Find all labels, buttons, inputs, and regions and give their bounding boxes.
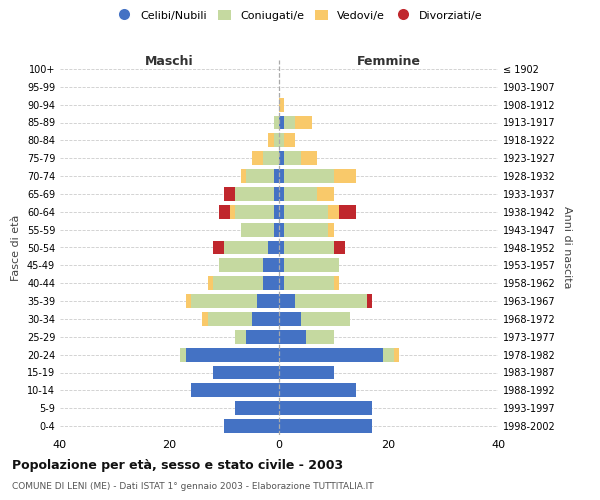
Bar (284, 134, 295, 147)
Bar (284, 258, 339, 272)
Bar (268, 134, 274, 147)
Bar (279, 240, 284, 254)
Bar (251, 312, 279, 326)
Bar (295, 294, 367, 308)
Bar (279, 330, 307, 344)
Bar (334, 276, 339, 290)
Bar (208, 312, 251, 326)
Bar (284, 169, 334, 183)
Bar (224, 187, 235, 201)
Bar (214, 276, 263, 290)
Text: COMUNE DI LENI (ME) - Dati ISTAT 1° gennaio 2003 - Elaborazione TUTTITALIA.IT: COMUNE DI LENI (ME) - Dati ISTAT 1° genn… (12, 482, 374, 491)
Bar (279, 276, 284, 290)
Bar (186, 294, 191, 308)
Bar (235, 187, 274, 201)
Text: Maschi: Maschi (145, 54, 194, 68)
Bar (214, 366, 279, 380)
Bar (307, 330, 334, 344)
Bar (279, 205, 284, 219)
Bar (224, 419, 279, 433)
Bar (301, 312, 350, 326)
Bar (279, 258, 284, 272)
Bar (235, 330, 246, 344)
Bar (279, 419, 372, 433)
Bar (263, 276, 279, 290)
Bar (246, 330, 279, 344)
Bar (274, 134, 279, 147)
Bar (274, 169, 279, 183)
Bar (284, 276, 334, 290)
Y-axis label: Fasce di età: Fasce di età (11, 214, 21, 280)
Bar (224, 240, 268, 254)
Bar (284, 205, 328, 219)
Bar (191, 294, 257, 308)
Bar (235, 205, 274, 219)
Bar (284, 222, 328, 236)
Bar (274, 205, 279, 219)
Bar (263, 258, 279, 272)
Bar (191, 384, 279, 398)
Bar (284, 151, 301, 165)
Y-axis label: Anni di nascita: Anni di nascita (562, 206, 572, 289)
Bar (219, 258, 263, 272)
Bar (263, 151, 279, 165)
Bar (284, 187, 317, 201)
Bar (317, 187, 334, 201)
Bar (284, 116, 295, 130)
Bar (214, 240, 224, 254)
Bar (334, 240, 344, 254)
Bar (274, 222, 279, 236)
Bar (284, 240, 334, 254)
Bar (367, 294, 372, 308)
Bar (279, 401, 372, 415)
Bar (394, 348, 400, 362)
Bar (279, 116, 284, 130)
Bar (279, 169, 284, 183)
Bar (241, 222, 274, 236)
Text: Popolazione per età, sesso e stato civile - 2003: Popolazione per età, sesso e stato civil… (12, 460, 343, 472)
Bar (334, 169, 356, 183)
Text: Femmine: Femmine (356, 54, 421, 68)
Bar (279, 134, 284, 147)
Bar (219, 205, 230, 219)
Bar (279, 222, 284, 236)
Bar (181, 348, 186, 362)
Bar (279, 187, 284, 201)
Bar (208, 276, 214, 290)
Bar (279, 98, 284, 112)
Bar (246, 169, 274, 183)
Bar (241, 169, 246, 183)
Bar (268, 240, 279, 254)
Bar (279, 312, 301, 326)
Bar (279, 384, 356, 398)
Bar (339, 205, 356, 219)
Bar (295, 116, 312, 130)
Bar (279, 366, 334, 380)
Legend: Celibi/Nubili, Coniugati/e, Vedovi/e, Divorziati/e: Celibi/Nubili, Coniugati/e, Vedovi/e, Di… (113, 6, 487, 25)
Bar (301, 151, 317, 165)
Bar (186, 348, 279, 362)
Bar (328, 205, 339, 219)
Bar (230, 205, 235, 219)
Bar (257, 294, 279, 308)
Bar (202, 312, 208, 326)
Bar (235, 401, 279, 415)
Bar (274, 187, 279, 201)
Bar (383, 348, 394, 362)
Bar (279, 294, 295, 308)
Bar (274, 116, 279, 130)
Bar (279, 151, 284, 165)
Bar (279, 348, 383, 362)
Bar (251, 151, 263, 165)
Bar (328, 222, 334, 236)
